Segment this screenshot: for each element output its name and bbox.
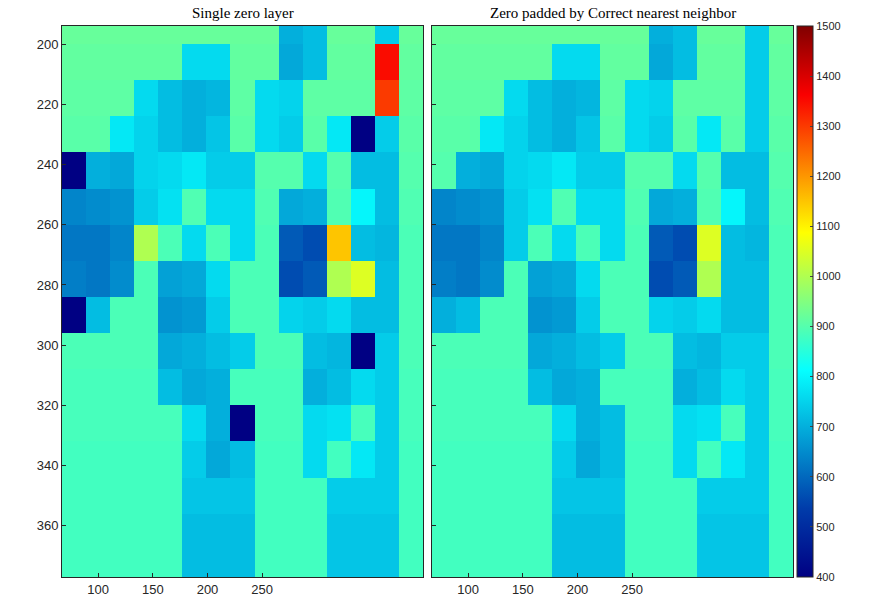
svg-text:240: 240 xyxy=(37,157,59,172)
svg-text:260: 260 xyxy=(37,217,59,232)
svg-text:340: 340 xyxy=(37,458,59,473)
svg-text:320: 320 xyxy=(37,398,59,413)
svg-text:1400: 1400 xyxy=(816,70,840,82)
svg-text:1300: 1300 xyxy=(816,120,840,132)
svg-text:900: 900 xyxy=(816,320,834,332)
svg-text:300: 300 xyxy=(37,338,59,353)
svg-text:700: 700 xyxy=(816,421,834,433)
svg-text:Zero padded by Correct nearest: Zero padded by Correct nearest neighbor xyxy=(490,5,736,21)
svg-text:250: 250 xyxy=(621,582,643,597)
svg-text:Single zero layer: Single zero layer xyxy=(192,5,294,21)
svg-text:250: 250 xyxy=(251,582,273,597)
svg-text:400: 400 xyxy=(816,571,834,583)
svg-text:200: 200 xyxy=(567,582,589,597)
svg-text:500: 500 xyxy=(816,521,834,533)
svg-text:200: 200 xyxy=(37,37,59,52)
svg-text:360: 360 xyxy=(37,518,59,533)
svg-text:600: 600 xyxy=(816,471,834,483)
svg-text:150: 150 xyxy=(512,582,534,597)
svg-text:280: 280 xyxy=(37,277,59,292)
svg-text:100: 100 xyxy=(87,582,109,597)
svg-text:200: 200 xyxy=(197,582,219,597)
svg-text:220: 220 xyxy=(37,97,59,112)
svg-text:100: 100 xyxy=(457,582,479,597)
svg-text:800: 800 xyxy=(816,370,834,382)
svg-text:1000: 1000 xyxy=(816,270,840,282)
svg-text:1500: 1500 xyxy=(816,20,840,32)
svg-text:1100: 1100 xyxy=(816,220,840,232)
svg-text:1200: 1200 xyxy=(816,170,840,182)
svg-text:150: 150 xyxy=(142,582,164,597)
